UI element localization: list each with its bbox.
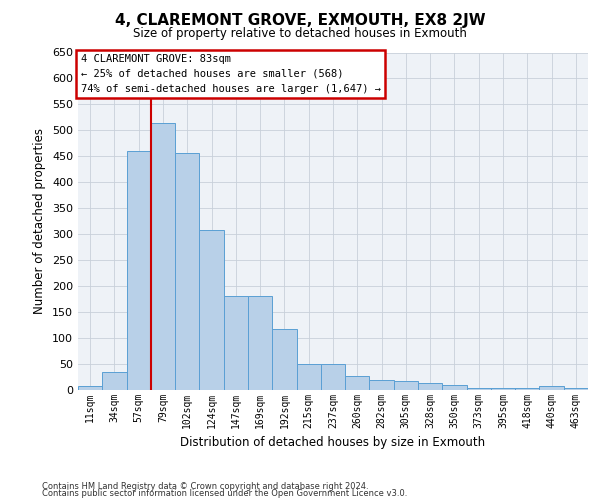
Bar	[467, 388, 491, 390]
Bar	[539, 386, 564, 390]
Bar	[296, 364, 321, 390]
Bar	[151, 122, 175, 390]
Bar	[370, 380, 394, 390]
Bar	[394, 380, 418, 390]
Text: Contains public sector information licensed under the Open Government Licence v3: Contains public sector information licen…	[42, 490, 407, 498]
Text: Size of property relative to detached houses in Exmouth: Size of property relative to detached ho…	[133, 28, 467, 40]
Bar	[272, 329, 296, 390]
Bar	[491, 388, 515, 390]
Bar	[418, 383, 442, 390]
Bar	[175, 152, 199, 390]
Bar	[248, 296, 272, 390]
X-axis label: Distribution of detached houses by size in Exmouth: Distribution of detached houses by size …	[181, 436, 485, 450]
Text: 4 CLAREMONT GROVE: 83sqm
← 25% of detached houses are smaller (568)
74% of semi-: 4 CLAREMONT GROVE: 83sqm ← 25% of detach…	[80, 54, 380, 94]
Bar	[564, 388, 588, 390]
Bar	[199, 230, 224, 390]
Bar	[321, 364, 345, 390]
Text: 4, CLAREMONT GROVE, EXMOUTH, EX8 2JW: 4, CLAREMONT GROVE, EXMOUTH, EX8 2JW	[115, 12, 485, 28]
Bar	[127, 151, 151, 390]
Bar	[102, 372, 127, 390]
Bar	[442, 386, 467, 390]
Bar	[224, 296, 248, 390]
Bar	[515, 388, 539, 390]
Y-axis label: Number of detached properties: Number of detached properties	[34, 128, 46, 314]
Bar	[345, 376, 370, 390]
Bar	[78, 386, 102, 390]
Text: Contains HM Land Registry data © Crown copyright and database right 2024.: Contains HM Land Registry data © Crown c…	[42, 482, 368, 491]
